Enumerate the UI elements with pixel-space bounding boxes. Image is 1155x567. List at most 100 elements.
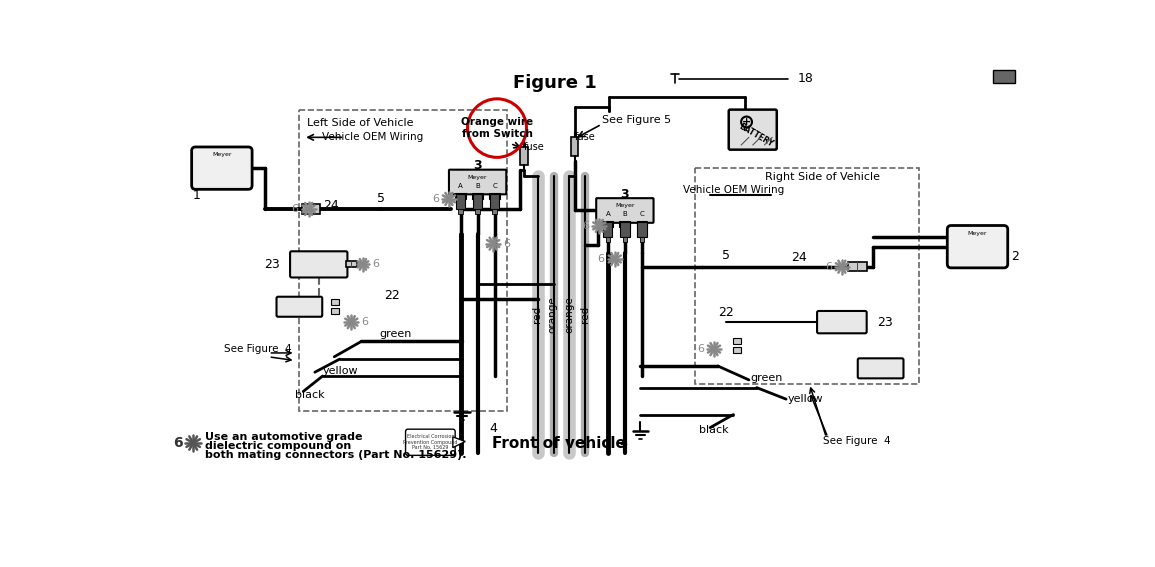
Text: 24: 24 xyxy=(323,198,340,211)
Text: 6: 6 xyxy=(291,204,299,214)
Bar xyxy=(331,299,338,305)
Polygon shape xyxy=(453,437,465,448)
Bar xyxy=(476,209,480,214)
Text: orange: orange xyxy=(565,296,575,333)
Text: 3: 3 xyxy=(474,159,482,172)
Text: A: A xyxy=(459,183,463,189)
Text: BATTERY: BATTERY xyxy=(737,122,775,149)
Text: Meyer: Meyer xyxy=(616,204,634,208)
Text: dielectric compound on: dielectric compound on xyxy=(204,441,351,451)
Text: Electrical Corrosion: Electrical Corrosion xyxy=(407,434,454,439)
Text: 2: 2 xyxy=(1011,250,1019,263)
Text: 4: 4 xyxy=(619,437,627,450)
FancyBboxPatch shape xyxy=(192,147,252,189)
Text: Front of vehicle: Front of vehicle xyxy=(492,435,626,451)
Bar xyxy=(345,261,357,268)
Text: B: B xyxy=(475,183,480,189)
Text: red: red xyxy=(532,306,543,323)
Text: 6: 6 xyxy=(432,194,439,204)
Bar xyxy=(299,111,507,411)
Bar xyxy=(603,221,613,227)
Text: Vehicle OEM Wiring: Vehicle OEM Wiring xyxy=(322,132,424,142)
Text: 4: 4 xyxy=(490,422,497,435)
Bar xyxy=(490,193,499,209)
Text: 6: 6 xyxy=(598,254,605,264)
Text: 6: 6 xyxy=(825,262,832,272)
Bar xyxy=(490,193,500,199)
Text: 5: 5 xyxy=(377,192,385,205)
Text: 22: 22 xyxy=(385,289,401,302)
Bar xyxy=(456,193,465,209)
Bar xyxy=(605,238,610,242)
Text: red: red xyxy=(580,306,590,323)
Bar xyxy=(459,209,463,214)
Text: 18: 18 xyxy=(798,73,813,85)
Text: Meyer: Meyer xyxy=(468,175,487,180)
FancyBboxPatch shape xyxy=(729,109,777,150)
Text: 6: 6 xyxy=(372,259,379,269)
Text: yellow: yellow xyxy=(788,394,824,404)
Text: 22: 22 xyxy=(717,306,733,319)
FancyBboxPatch shape xyxy=(276,297,322,317)
Bar xyxy=(472,193,483,199)
Bar xyxy=(455,193,465,199)
Text: fuse: fuse xyxy=(524,142,545,151)
Bar xyxy=(993,70,1015,83)
Text: yellow: yellow xyxy=(322,366,358,376)
Text: Part No. 15629: Part No. 15629 xyxy=(412,445,448,450)
Text: Use an automotive grade: Use an automotive grade xyxy=(204,432,363,442)
Bar xyxy=(640,238,644,242)
FancyBboxPatch shape xyxy=(449,170,506,194)
FancyBboxPatch shape xyxy=(858,358,903,378)
FancyBboxPatch shape xyxy=(290,251,348,277)
Text: See Figure  4: See Figure 4 xyxy=(224,344,292,354)
Text: black: black xyxy=(699,425,728,435)
Bar xyxy=(619,221,631,227)
Bar xyxy=(331,308,338,315)
Bar xyxy=(492,209,497,214)
Text: Meyer: Meyer xyxy=(213,152,232,157)
Text: 1: 1 xyxy=(193,189,200,202)
Bar xyxy=(520,147,528,165)
Text: Vehicle OEM Wiring: Vehicle OEM Wiring xyxy=(683,185,784,194)
Bar xyxy=(733,347,742,353)
Text: Meyer: Meyer xyxy=(968,231,988,236)
Text: 6: 6 xyxy=(582,221,589,231)
Text: +: + xyxy=(742,117,751,127)
Text: green: green xyxy=(379,329,411,340)
Text: Orange wire
from Switch: Orange wire from Switch xyxy=(461,117,534,139)
Text: both mating connectors (Part No. 15629).: both mating connectors (Part No. 15629). xyxy=(204,450,467,460)
Bar xyxy=(474,193,483,209)
Text: 6: 6 xyxy=(696,344,703,354)
Bar xyxy=(571,137,579,156)
Text: B: B xyxy=(623,211,627,217)
Text: A: A xyxy=(605,211,610,217)
Text: 24: 24 xyxy=(791,251,807,264)
FancyBboxPatch shape xyxy=(596,198,654,223)
Text: black: black xyxy=(296,390,325,400)
Text: fuse: fuse xyxy=(574,132,595,142)
Bar xyxy=(733,337,742,344)
Text: C: C xyxy=(492,183,497,189)
Bar xyxy=(301,204,320,214)
Text: See Figure 5: See Figure 5 xyxy=(602,116,671,125)
Bar xyxy=(638,222,647,238)
Text: orange: orange xyxy=(547,296,558,333)
Text: green: green xyxy=(751,373,783,383)
Bar xyxy=(623,238,627,242)
Text: 6: 6 xyxy=(504,239,511,248)
Text: Right Side of Vehicle: Right Side of Vehicle xyxy=(765,172,880,181)
Text: 6: 6 xyxy=(362,317,368,327)
Text: Left Side of Vehicle: Left Side of Vehicle xyxy=(307,118,413,128)
Text: 5: 5 xyxy=(722,249,730,261)
FancyBboxPatch shape xyxy=(817,311,866,333)
Bar xyxy=(636,221,647,227)
Text: 23: 23 xyxy=(877,316,893,329)
FancyBboxPatch shape xyxy=(405,429,455,455)
Text: 23: 23 xyxy=(264,258,280,271)
Bar xyxy=(603,222,612,238)
Text: Figure 1: Figure 1 xyxy=(513,74,597,92)
Bar xyxy=(620,222,629,238)
FancyBboxPatch shape xyxy=(947,226,1007,268)
Text: C: C xyxy=(640,211,644,217)
